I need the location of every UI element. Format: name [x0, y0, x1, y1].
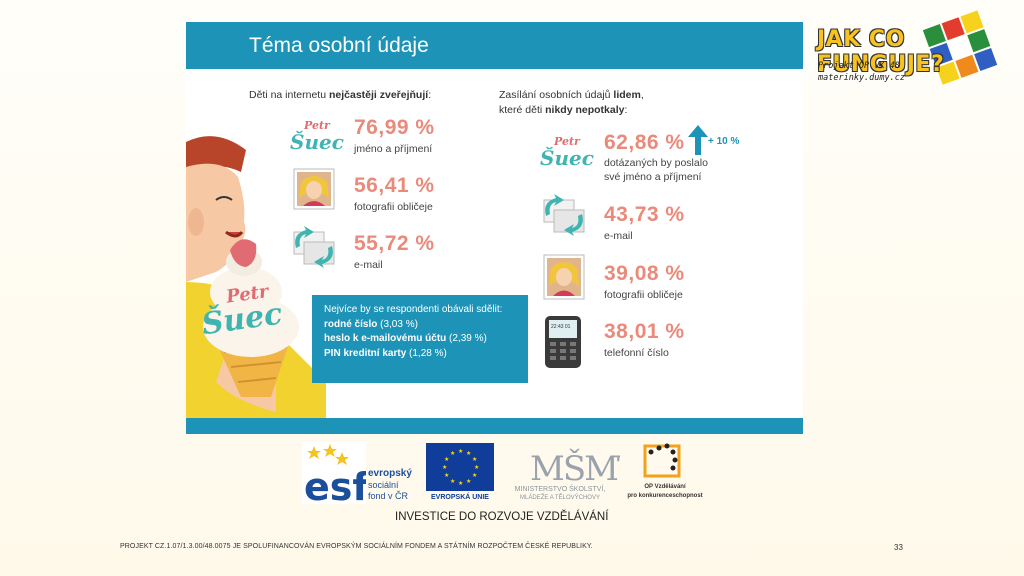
- petr-logo-small-line1: Petr: [304, 119, 330, 132]
- right-stat-1-pct: 62,86 %: [604, 131, 685, 154]
- callout-item-3-value: (1,28 %): [406, 347, 447, 359]
- fears-callout: Nejvíce by se respondenti obávali sdělit…: [312, 295, 528, 383]
- callout-item-1-label: rodné číslo: [324, 318, 378, 330]
- msmt-line2: MLÁDEŽE A TĚLOVÝCHOVY: [520, 495, 600, 501]
- svg-text:MŠMT: MŠMT: [530, 448, 620, 486]
- svg-text:★: ★: [466, 450, 471, 457]
- svg-text:★: ★: [450, 478, 455, 485]
- callout-item-3-label: PIN kreditní karty: [324, 347, 407, 359]
- right-stat-1-desc: dotázaných by poslalo své jméno a příjme…: [604, 156, 708, 184]
- callout-item-2-value: (2,39 %): [446, 333, 487, 344]
- left-intro: Děti na internetu nejčastěji zveřejňují:: [249, 88, 431, 103]
- jak-sub-line1: Projekt OP VK 48: [818, 61, 900, 71]
- esf-line1: evropský: [368, 468, 412, 479]
- boy-with-ice-cream-illustration: [186, 136, 326, 422]
- esf-line3: fond v ČR: [368, 491, 409, 501]
- right-intro-line2: které děti nikdy nepotkaly:: [499, 103, 644, 118]
- right-stat-2-desc: e-mail: [604, 230, 633, 242]
- left-intro-plain: Děti na internetu: [249, 89, 329, 101]
- callout-heading: Nejvíce by se respondenti obávali sdělit…: [324, 304, 503, 315]
- eu-logo: ★ ★ ★ ★ ★ ★ ★ ★ ★ ★ ★ ★ EVROPSKÁ UNIE: [425, 442, 495, 504]
- rubiks-cube-icon: [922, 10, 998, 85]
- jak-sub-line2: materinky.dumy.cz: [818, 73, 905, 83]
- page-number: 33: [894, 543, 903, 552]
- right-intro-line1-end: ,: [640, 89, 644, 101]
- email-exchange-icon: [290, 224, 338, 275]
- jak-co-funguje-logo: JAK CO FUNGUJE? Projekt OP VK 48 materin…: [817, 10, 1022, 90]
- svg-text:★: ★: [466, 478, 471, 485]
- op-line2: pro konkurenceschopnost: [627, 493, 703, 499]
- svg-text:esf: esf: [304, 465, 366, 504]
- esf-emblem-icon: esf: [302, 442, 369, 509]
- svg-text:★: ★: [472, 456, 477, 463]
- callout-item-1-value: (3,03 %): [377, 318, 418, 330]
- left-stat-2-pct: 56,41 %: [354, 174, 435, 197]
- esf-line2: sociální: [368, 480, 399, 490]
- msmt-line1: MINISTERSTVO ŠKOLSTVÍ,: [514, 486, 606, 493]
- op-line1: OP Vzdělávání: [644, 484, 686, 490]
- callout-item-2: heslo k e-mailovému účtu (2,39 %): [324, 332, 516, 347]
- email-exchange-icon-right: [540, 192, 588, 243]
- girl-photo-icon: [293, 168, 335, 215]
- petr-logo-small-line2: Šuec: [290, 130, 344, 154]
- right-intro-line2-end: :: [624, 104, 628, 116]
- jak-co-funguje-title: JAK CO FUNGUJE?: [817, 27, 945, 77]
- left-stat-2-desc: fotografii obličeje: [354, 201, 433, 213]
- callout-item-1: rodné číslo (3,03 %): [324, 318, 516, 333]
- callout-item-2-label: heslo k e-mailovému účtu: [324, 333, 447, 344]
- right-intro: Zasílání osobních údajů lidem, které dět…: [499, 88, 644, 118]
- right-stat-2-pct: 43,73 %: [604, 203, 685, 226]
- left-intro-bold: nejčastěji zveřejňují: [328, 89, 429, 101]
- petr-suec-logo: Petr Šuec: [290, 118, 344, 154]
- left-stat-1-desc: jméno a příjmení: [354, 143, 433, 155]
- op-emblem-icon: [643, 443, 681, 478]
- arrow-up-icon: [688, 125, 708, 160]
- right-stat-4-pct: 38,01 %: [604, 320, 685, 343]
- right-intro-line2-bold: nikdy nepotkaly: [545, 104, 625, 116]
- girl-photo-icon-right: [543, 254, 585, 305]
- left-stat-3-pct: 55,72 %: [354, 232, 435, 255]
- svg-text:★: ★: [474, 464, 479, 471]
- right-intro-line2-plain: které děti: [499, 104, 546, 116]
- svg-text:★: ★: [472, 472, 477, 479]
- svg-text:★: ★: [458, 448, 463, 455]
- petr-logo-right-line2: Šuec: [540, 146, 594, 170]
- petr-logo-right-line1: Petr: [554, 135, 580, 148]
- left-stat-1-pct: 76,99 %: [354, 116, 435, 139]
- svg-text:★: ★: [450, 450, 455, 457]
- right-stat-1-desc-line1: dotázaných by poslalo: [604, 157, 708, 169]
- msmt-emblem-icon: MŠMT: [530, 448, 642, 489]
- investice-slogan: INVESTICE DO ROZVOJE VZDĚLÁVÁNÍ: [395, 511, 609, 523]
- eu-flag-icon: ★ ★★★ ★★★★ ★★★★: [426, 443, 494, 491]
- right-intro-line1-bold: lidem: [613, 89, 641, 101]
- infographic-footer-bar: [186, 418, 803, 434]
- op-vzdelavani-logo: OP Vzdělávání pro konkurenceschopnost: [625, 442, 705, 504]
- msmt-logo: MŠMT MINISTERSTVO ŠKOLSTVÍ, MLÁDEŽE A TĚ…: [500, 442, 642, 504]
- right-stat-4-desc: telefonní číslo: [604, 347, 669, 359]
- left-intro-end: :: [428, 89, 432, 101]
- infographic-title: Téma osobní údaje: [249, 34, 429, 57]
- right-stat-1-trend: + 10 %: [708, 136, 740, 147]
- petr-suec-logo-right: Petr Šuec: [540, 134, 594, 170]
- svg-text:★: ★: [444, 456, 449, 463]
- right-stat-3-pct: 39,08 %: [604, 262, 685, 285]
- footer-text: PROJEKT CZ.1.07/1.3.00/48.0075 JE SPOLUF…: [120, 543, 593, 550]
- phone-screen-text: 22:43 01: [551, 324, 571, 330]
- left-stat-3-desc: e-mail: [354, 259, 383, 271]
- esf-logo: esf evropský sociální fond v ČR: [302, 442, 420, 509]
- phone-icon: 22:43 01: [543, 314, 583, 375]
- petr-logo-line2: Šuec: [199, 296, 285, 343]
- right-intro-line1: Zasílání osobních údajů lidem,: [499, 88, 644, 103]
- right-stat-1-desc-line2: své jméno a příjmení: [604, 171, 702, 183]
- petr-suec-cone-logo: Petr Šuec: [197, 279, 285, 343]
- infographic: Téma osobní údaje Petr Šuec Děti na inte…: [186, 22, 803, 434]
- right-intro-line1-plain: Zasílání osobních údajů: [499, 89, 614, 101]
- svg-text:★: ★: [444, 472, 449, 479]
- svg-text:★: ★: [458, 480, 463, 487]
- eu-caption: EVROPSKÁ UNIE: [431, 494, 489, 501]
- right-stat-3-desc: fotografii obličeje: [604, 289, 683, 301]
- infographic-header: Téma osobní údaje: [186, 22, 803, 69]
- svg-text:★: ★: [442, 464, 447, 471]
- callout-item-3: PIN kreditní karty (1,28 %): [324, 347, 516, 362]
